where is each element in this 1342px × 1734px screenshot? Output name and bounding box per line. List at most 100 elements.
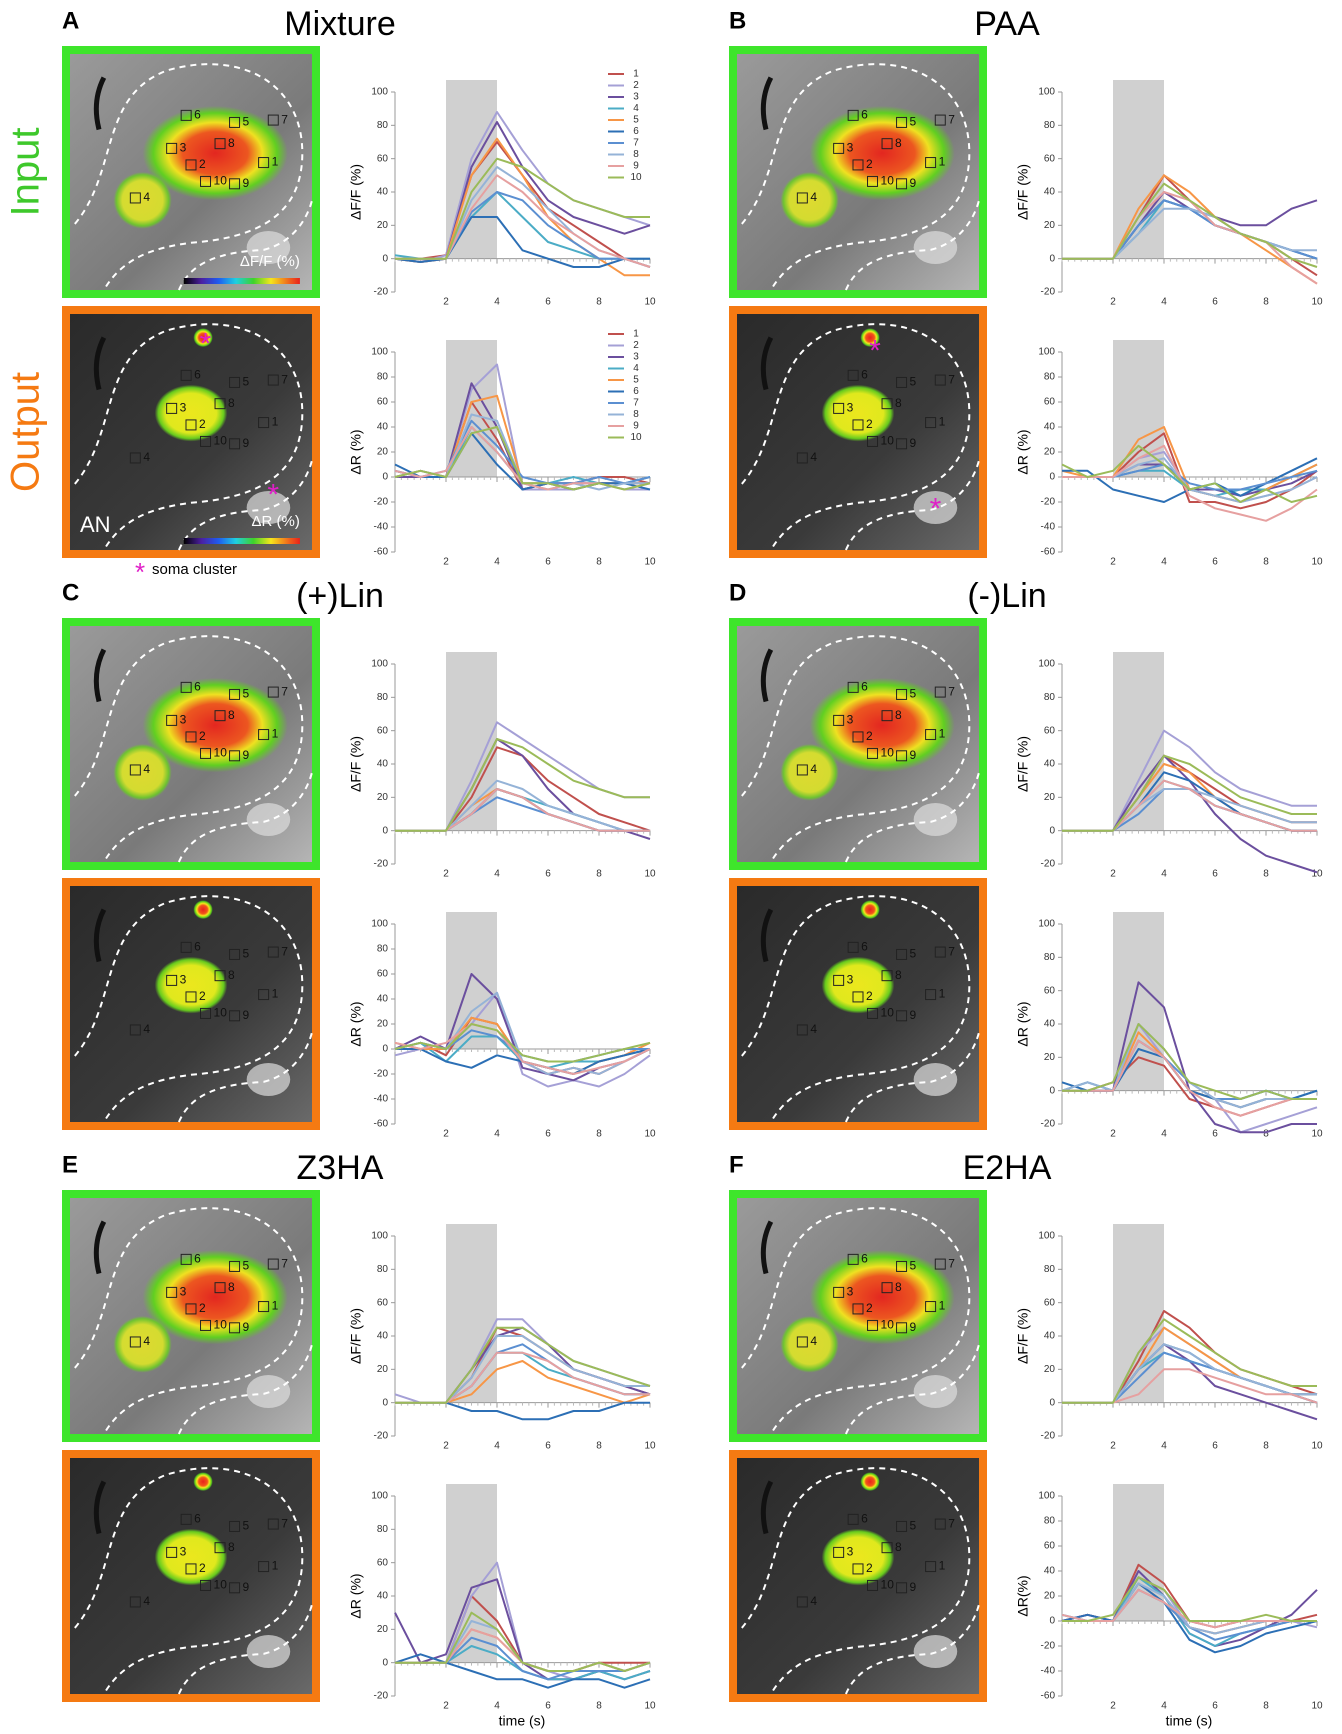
- y-tick-label: 0: [382, 1044, 388, 1055]
- roi-label: 1: [272, 1559, 279, 1573]
- outline: [179, 1032, 312, 1122]
- trace: [1062, 1318, 1317, 1404]
- roi-label: 1: [272, 1299, 279, 1313]
- outline: [75, 896, 302, 1122]
- x-tick-label: 8: [596, 869, 602, 880]
- x-tick-label: 6: [1212, 557, 1218, 568]
- activity: [142, 677, 288, 773]
- roi-box: [896, 688, 908, 700]
- outline: [846, 200, 979, 290]
- y-tick-label: 60: [377, 397, 389, 408]
- y-tick-label: -40: [374, 522, 389, 533]
- y-tick-label: 100: [371, 347, 388, 358]
- roi-box: [258, 729, 270, 741]
- roi-box: [200, 1007, 212, 1019]
- roi-label: 4: [810, 1334, 817, 1348]
- roi-box: [852, 419, 864, 431]
- roi-label: 4: [143, 450, 150, 464]
- trace: [1062, 754, 1317, 832]
- roi-label: 10: [881, 174, 895, 188]
- activity: [821, 956, 895, 1014]
- roi-box: [896, 1520, 908, 1532]
- lobe-outline: [742, 896, 979, 1122]
- legend-label: 7: [633, 398, 639, 409]
- roi-label: 5: [243, 115, 250, 129]
- trace: [1061, 1023, 1318, 1134]
- roi-box: [847, 1253, 859, 1265]
- roi-label: 10: [881, 434, 895, 448]
- roi-box: [129, 1024, 141, 1036]
- roi-label: 2: [866, 417, 873, 431]
- row-label: Output: [4, 372, 48, 492]
- activity: [142, 1249, 288, 1345]
- legend-label: 10: [630, 432, 642, 443]
- y-tick-label: 40: [377, 994, 389, 1005]
- legend-label: 9: [633, 421, 639, 432]
- roi-label: 8: [228, 396, 235, 410]
- roi-box: [867, 1579, 879, 1591]
- roi-box: [925, 157, 937, 169]
- roi-box: [847, 681, 859, 693]
- roi-box: [200, 1319, 212, 1331]
- roi-box: [129, 1336, 141, 1348]
- y-axis-label: ΔF/F (%): [348, 736, 364, 792]
- trace: [1062, 779, 1317, 832]
- y-tick-label: 60: [1044, 153, 1056, 164]
- roi-label: 6: [194, 108, 201, 122]
- x-tick-label: 2: [443, 1129, 449, 1140]
- x-tick-label: 4: [1161, 297, 1167, 308]
- y-tick-label: 100: [1038, 347, 1055, 358]
- x-tick-label: 4: [1161, 1701, 1167, 1712]
- roi-box: [166, 714, 178, 726]
- y-tick-label: -20: [1041, 1641, 1056, 1652]
- roi-label: 9: [243, 748, 250, 762]
- y-tick-label: -20: [374, 1691, 389, 1702]
- roi-label: 2: [199, 1561, 206, 1575]
- roi-label: 6: [861, 1252, 868, 1266]
- outline: [179, 200, 312, 290]
- trace: [395, 738, 650, 832]
- trace: [1062, 182, 1318, 268]
- roi-box: [200, 747, 212, 759]
- trace: [1062, 1582, 1317, 1635]
- roi-box: [258, 417, 270, 429]
- roi-label: 3: [847, 141, 854, 155]
- outline: [179, 1604, 312, 1694]
- roi-label: 9: [243, 1008, 250, 1022]
- y-tick-label: -60: [374, 547, 389, 558]
- dark-edge: [760, 76, 774, 131]
- outline: [75, 324, 302, 550]
- legend-label: 2: [633, 80, 639, 91]
- roi-box: [796, 1596, 808, 1608]
- roi-label: 8: [228, 708, 235, 722]
- soma-marker: *: [930, 493, 942, 526]
- panel-title: E2HA: [963, 1149, 1052, 1187]
- trace: [1061, 1582, 1318, 1654]
- roi-box: [185, 991, 197, 1003]
- dark-edge: [93, 76, 107, 131]
- roi-box: [166, 1546, 178, 1558]
- roi-label: 7: [281, 1516, 288, 1530]
- y-tick-label: 60: [377, 725, 389, 736]
- roi-label: 9: [910, 1580, 917, 1594]
- roi-box: [934, 686, 946, 698]
- roi-box: [852, 1563, 864, 1575]
- y-tick-label: 40: [377, 1591, 389, 1602]
- legend-label: 3: [633, 352, 639, 363]
- panel-letter: F: [729, 1151, 744, 1178]
- outline: [179, 772, 312, 862]
- roi-label: 9: [243, 1320, 250, 1334]
- y-axis-label: ΔR (%): [348, 1573, 364, 1618]
- trace: [395, 788, 650, 832]
- roi-label: 7: [948, 1516, 955, 1530]
- x-tick-label: 4: [494, 869, 500, 880]
- roi-label: 1: [939, 415, 946, 429]
- roi-label: 2: [199, 417, 206, 431]
- roi-label: 8: [228, 1540, 235, 1554]
- panel-letter: B: [729, 7, 746, 34]
- trace: [1062, 754, 1317, 832]
- y-tick-label: 80: [1044, 372, 1056, 383]
- y-tick-label: 20: [377, 1624, 389, 1635]
- y-axis-label: ΔR (%): [1015, 1001, 1031, 1046]
